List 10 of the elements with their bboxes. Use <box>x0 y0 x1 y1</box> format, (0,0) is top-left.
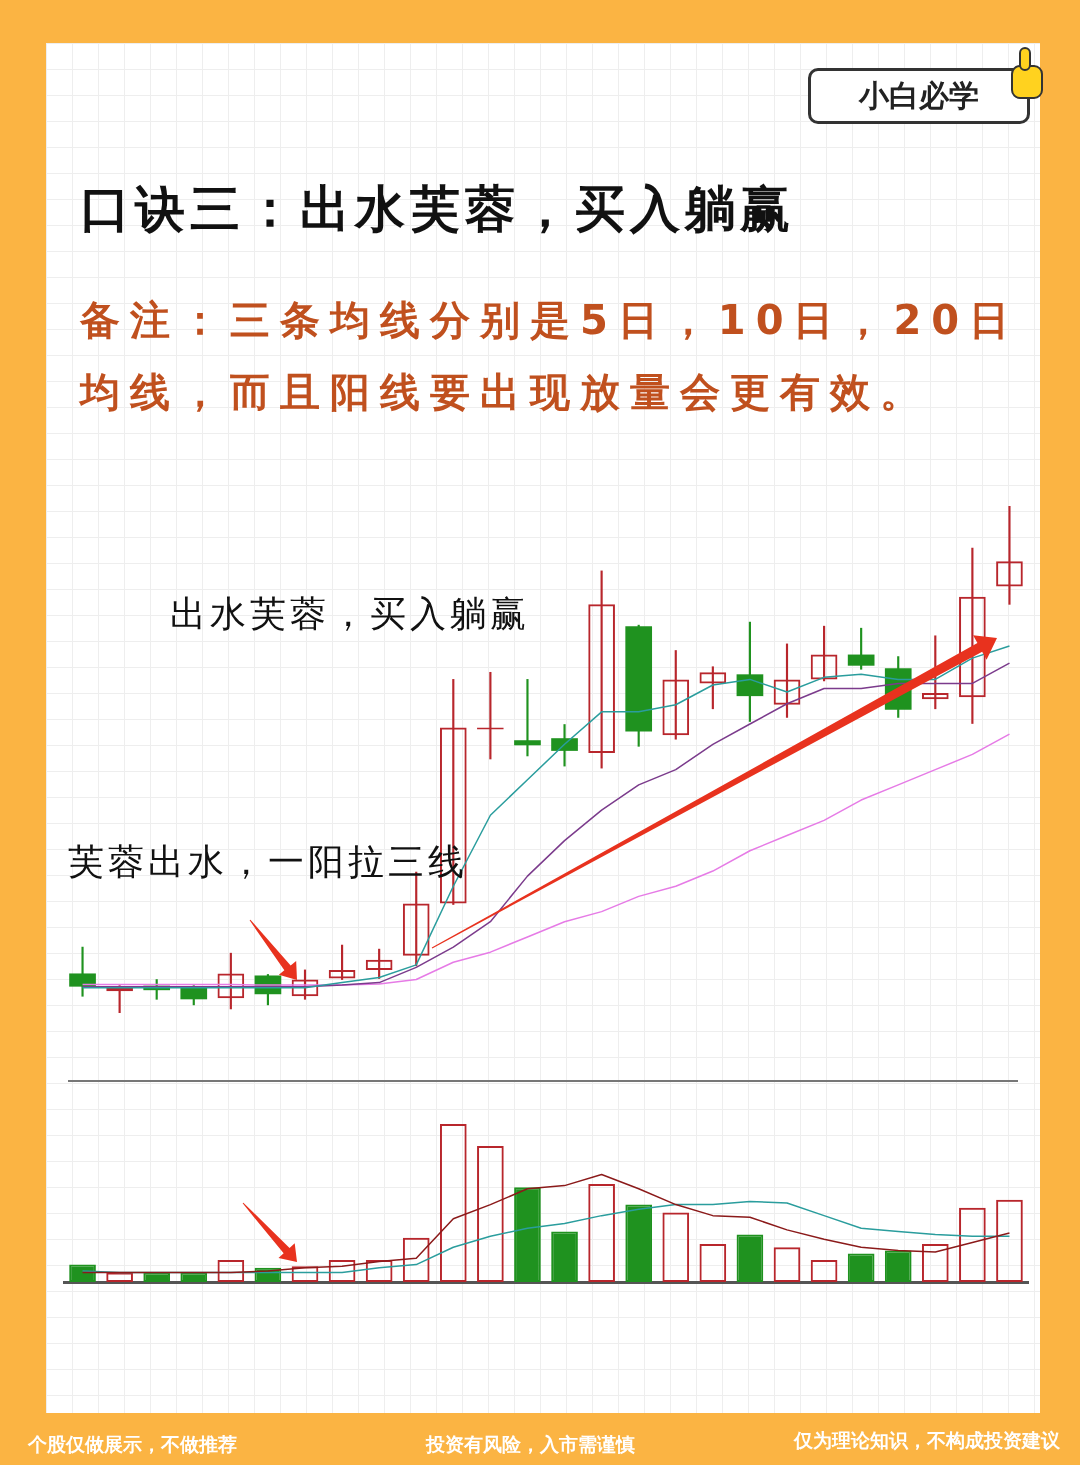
chart-title: 口诀三：出水芙蓉，买入躺赢 <box>80 179 795 240</box>
text: 个股仅做展示，不做推荐 <box>28 1432 237 1457</box>
candlestick <box>551 724 578 767</box>
candlestick <box>514 679 541 757</box>
text: 小白必学 <box>808 68 1030 124</box>
annotation: 出水芙蓉，买入躺赢 <box>170 592 530 636</box>
chart-subtitle: 备注：三条均线分别是5日，10日，20日均线，而且阳线要出现放量会更有效。 <box>80 296 1020 417</box>
candlestick <box>69 946 96 997</box>
text: 投资有风险，入市需谨慎 <box>426 1432 635 1457</box>
text: 仅为理论知识，不构成投资建议 <box>794 1428 1060 1453</box>
